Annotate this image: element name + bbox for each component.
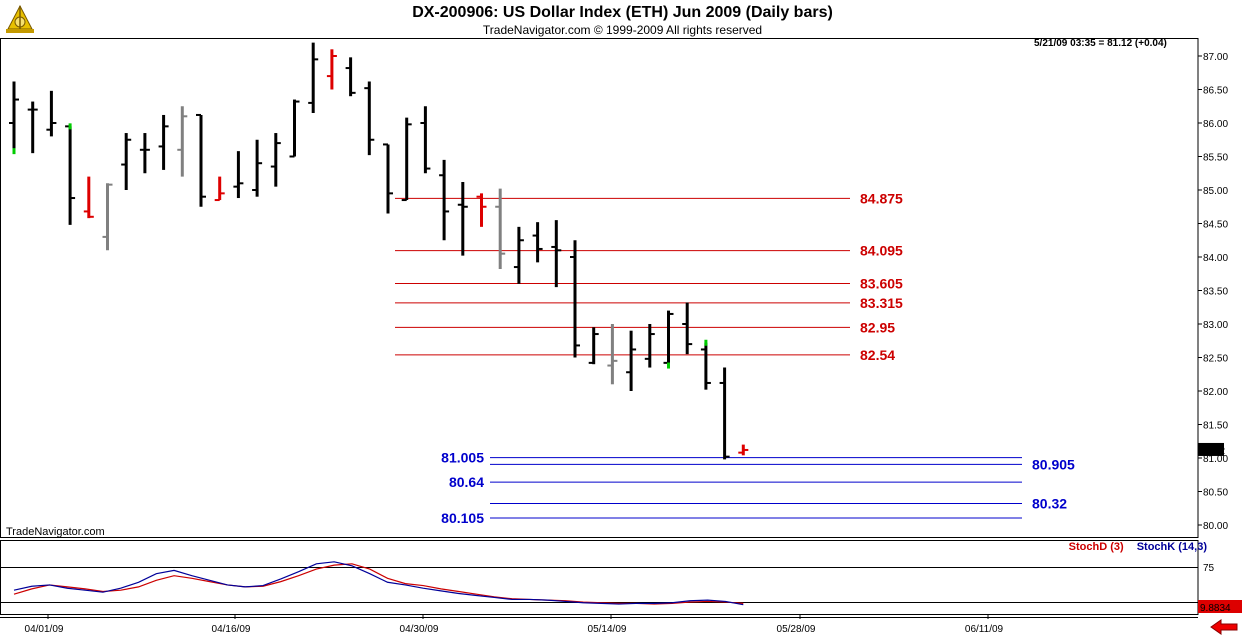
level-label: 83.315 bbox=[860, 295, 903, 311]
last-price-label: 81.12 bbox=[1200, 446, 1225, 457]
level-label: 83.605 bbox=[860, 275, 903, 291]
y-tick-label: 80.00 bbox=[1203, 521, 1228, 532]
x-tick-label: 04/16/09 bbox=[212, 624, 251, 635]
y-tick-label: 82.00 bbox=[1203, 387, 1228, 398]
red-left-arrow-icon[interactable] bbox=[1209, 619, 1239, 635]
stochastic-legend: StochD (3) StochK (14,3) bbox=[1069, 541, 1207, 553]
price-panel-frame bbox=[0, 38, 1199, 538]
stochk-line bbox=[13, 561, 744, 606]
x-tick-label: 06/11/09 bbox=[965, 624, 1004, 635]
stochk-legend: StochK (14,3) bbox=[1136, 541, 1207, 553]
chart-subtitle: TradeNavigator.com © 1999-2009 All right… bbox=[482, 23, 763, 37]
stoch-value-tag bbox=[1198, 600, 1242, 613]
x-tick-label: 05/28/09 bbox=[777, 624, 816, 635]
chart-title: DX-200906: US Dollar Index (ETH) Jun 200… bbox=[412, 4, 833, 21]
level-label: 82.95 bbox=[860, 319, 895, 335]
y-tick-label: 81.50 bbox=[1203, 421, 1228, 432]
title-bar: DX-200906: US Dollar Index (ETH) Jun 200… bbox=[0, 0, 1245, 38]
level-label: 80.32 bbox=[1032, 496, 1067, 512]
x-tick-label: 05/14/09 bbox=[588, 624, 627, 635]
stochd-line bbox=[13, 563, 744, 605]
y-tick-label: 86.50 bbox=[1203, 86, 1228, 97]
y-tick-label: 81.00 bbox=[1203, 454, 1228, 465]
level-label: 82.54 bbox=[860, 347, 895, 363]
stochd-legend: StochD (3) bbox=[1068, 541, 1124, 553]
level-label: 80.905 bbox=[1032, 456, 1075, 472]
y-tick-label: 85.00 bbox=[1203, 186, 1228, 197]
x-tick-label: 04/30/09 bbox=[400, 624, 439, 635]
watermark-text: TradeNavigator.com bbox=[6, 526, 105, 538]
stoch-value-label: 9.8834 bbox=[1200, 603, 1231, 614]
y-tick-label: 80.50 bbox=[1203, 488, 1228, 499]
last-price-tag bbox=[1198, 442, 1224, 456]
sextant-logo-icon bbox=[6, 4, 34, 33]
y-tick-label: 83.50 bbox=[1203, 287, 1228, 298]
y-tick-label: 85.50 bbox=[1203, 153, 1228, 164]
y-tick-label: 87.00 bbox=[1203, 52, 1228, 63]
level-label: 84.875 bbox=[860, 190, 903, 206]
x-tick-label: 04/01/09 bbox=[25, 624, 64, 635]
y-tick-label: 82.50 bbox=[1203, 354, 1228, 365]
level-label: 84.095 bbox=[860, 243, 903, 259]
stoch-tick-label: 75 bbox=[1203, 563, 1215, 574]
level-label: 80.105 bbox=[441, 510, 484, 526]
stochastic-panel-frame bbox=[0, 540, 1199, 615]
level-label: 80.64 bbox=[449, 474, 484, 490]
y-tick-label: 83.00 bbox=[1203, 320, 1228, 331]
y-tick-label: 86.00 bbox=[1203, 119, 1228, 130]
quote-status: 5/21/09 03:35 = 81.12 (+0.04) bbox=[1034, 38, 1167, 49]
y-tick-label: 84.00 bbox=[1203, 253, 1228, 264]
y-tick-label: 84.50 bbox=[1203, 220, 1228, 231]
level-label: 81.005 bbox=[441, 450, 484, 466]
